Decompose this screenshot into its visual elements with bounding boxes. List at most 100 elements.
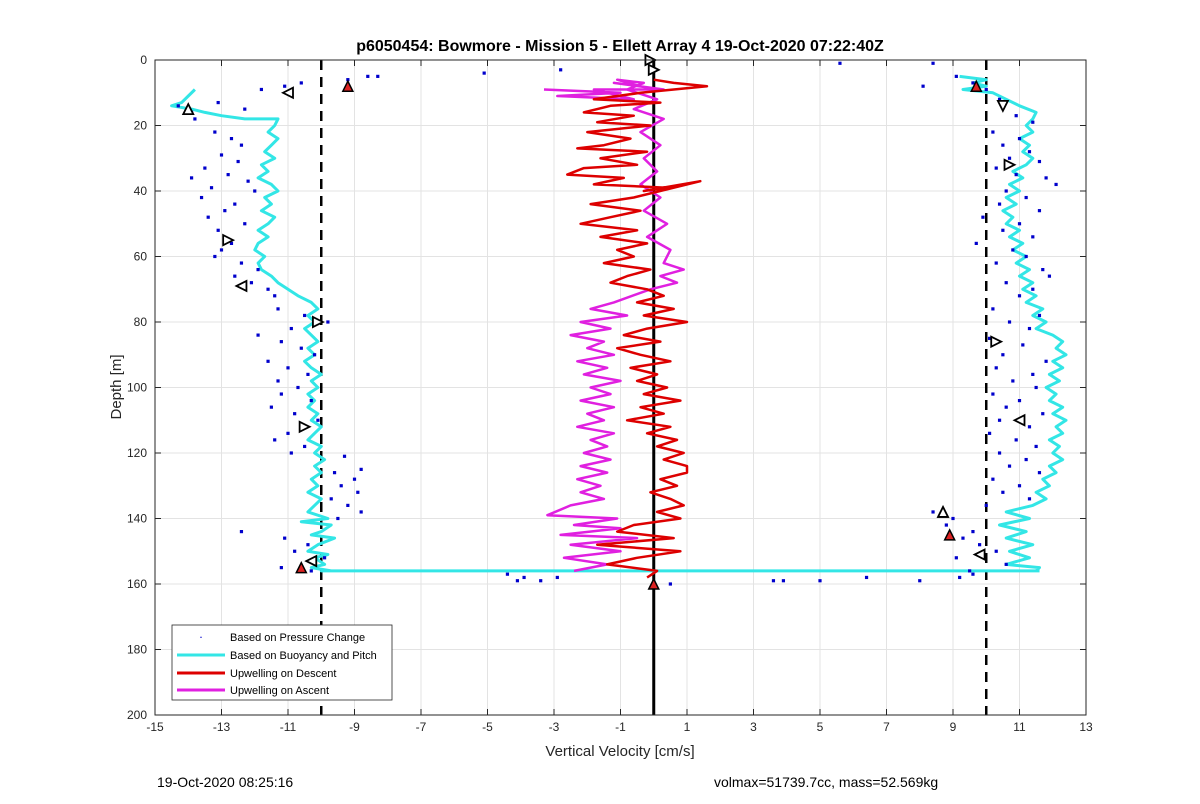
legend-label-ascent: Upwelling on Ascent	[230, 685, 329, 697]
pressure-change-point	[1017, 484, 1022, 488]
pressure-change-point	[206, 215, 210, 219]
y-tick-label: 160	[127, 577, 147, 591]
ascent-turn-marker	[234, 279, 248, 293]
pressure-change-point	[216, 228, 220, 232]
pressure-change-point	[279, 392, 283, 396]
pressure-change-point	[1037, 159, 1042, 164]
pressure-change-point	[243, 107, 247, 111]
pressure-change-point	[266, 359, 270, 363]
pressure-change-point	[668, 582, 672, 586]
pressure-change-point	[991, 307, 995, 311]
pressure-change-point	[1037, 209, 1042, 213]
y-tick-label: 0	[140, 53, 147, 67]
pressure-change-point	[994, 549, 998, 553]
pressure-change-point	[176, 104, 180, 108]
x-tick-label: -5	[482, 720, 493, 734]
legend: · Based on Pressure Change Based on Buoy…	[171, 624, 393, 701]
y-tick-label: 180	[127, 643, 147, 657]
pressure-change-point	[981, 215, 985, 219]
ascent-turn-marker	[1003, 158, 1017, 172]
y-tick-label: 100	[127, 381, 147, 395]
pressure-change-point	[997, 418, 1002, 422]
y-tick-label: 140	[127, 512, 147, 526]
pressure-change-point	[968, 569, 972, 573]
pressure-change-point	[1011, 248, 1015, 252]
pressure-change-point	[522, 575, 526, 580]
ascent-turn-marker	[280, 86, 294, 100]
pressure-change-point	[256, 333, 260, 337]
pressure-change-point	[1037, 471, 1042, 475]
pressure-change-point	[219, 153, 224, 157]
legend-box	[171, 624, 393, 701]
pressure-change-point	[219, 248, 224, 252]
pressure-change-point	[1001, 353, 1005, 357]
pressure-change-point	[997, 202, 1002, 206]
pressure-change-point	[1044, 359, 1048, 363]
x-tick-label: 13	[1079, 720, 1093, 734]
pressure-change-point	[199, 195, 204, 200]
pressure-change-point	[978, 543, 982, 547]
pressure-change-point	[246, 179, 250, 183]
ascent-turn-marker	[1012, 413, 1026, 427]
pressure-change-point	[771, 579, 776, 583]
pressure-change-point	[818, 579, 822, 583]
ascent-turn-marker	[647, 63, 661, 77]
y-axis-label: Depth [m]	[108, 354, 125, 419]
pressure-change-point	[303, 444, 307, 449]
pressure-change-point	[243, 222, 247, 226]
ascent-turn-marker	[996, 99, 1010, 113]
y-tick-label: 20	[134, 119, 148, 133]
axis-ticks: -15 -13 -11 -9 -7 -5 -3 -1 1 3 5 7 9 11 13020406080100…	[127, 53, 1093, 734]
descent-turn-marker	[295, 560, 308, 574]
pressure-change-point	[958, 575, 962, 580]
pressure-change-point	[505, 572, 510, 576]
pressure-change-point	[555, 575, 559, 580]
pressure-change-point	[994, 166, 998, 170]
pressure-change-point	[293, 412, 297, 416]
pressure-change-point	[299, 346, 303, 350]
pressure-change-point	[276, 307, 280, 311]
pressure-change-point	[987, 336, 992, 340]
pressure-change-point	[1014, 114, 1018, 118]
ascent-turn-marker	[298, 420, 312, 434]
pressure-change-point	[1027, 425, 1032, 429]
pressure-change-point	[997, 97, 1002, 101]
pressure-change-point	[961, 536, 965, 540]
y-tick-label: 120	[127, 446, 147, 460]
pressure-change-point	[994, 366, 998, 370]
pressure-change-point	[309, 399, 313, 403]
pressure-change-point	[322, 556, 327, 560]
pressure-change-point	[971, 81, 975, 85]
pressure-change-point	[289, 326, 293, 331]
pressure-change-point	[951, 516, 955, 521]
pressure-change-point	[1027, 497, 1032, 501]
ascent-turn-marker	[181, 102, 195, 116]
pressure-change-point	[1024, 457, 1028, 462]
pressure-change-point	[944, 523, 948, 527]
buoyancy-line-left	[170, 88, 1040, 573]
pressure-change-point	[326, 320, 330, 324]
pressure-change-point	[1007, 156, 1012, 160]
pressure-change-point	[997, 451, 1002, 455]
pressure-change-point	[991, 477, 995, 481]
pressure-change-point	[356, 490, 360, 494]
pressure-change-point	[286, 431, 290, 435]
pressure-change-point	[273, 294, 277, 298]
pressure-change-point	[293, 549, 297, 553]
turn-markers	[181, 53, 1026, 590]
pressure-change-point	[1034, 385, 1038, 390]
x-tick-label: -11	[280, 720, 297, 734]
pressure-change-point	[931, 510, 935, 514]
pressure-change-point	[1034, 444, 1038, 449]
legend-label-pressure: Based on Pressure Change	[230, 632, 365, 644]
y-tick-label: 40	[134, 184, 148, 198]
pressure-change-point	[366, 74, 370, 78]
y-tick-label: 80	[134, 315, 148, 329]
pressure-change-point	[1037, 313, 1042, 318]
pressure-change-point	[259, 87, 263, 92]
legend-label-descent: Upwelling on Descent	[230, 668, 336, 680]
pressure-change-point	[1024, 195, 1028, 200]
pressure-change-point	[303, 313, 307, 318]
y-tick-label: 200	[127, 708, 147, 722]
pressure-change-point	[954, 74, 958, 78]
